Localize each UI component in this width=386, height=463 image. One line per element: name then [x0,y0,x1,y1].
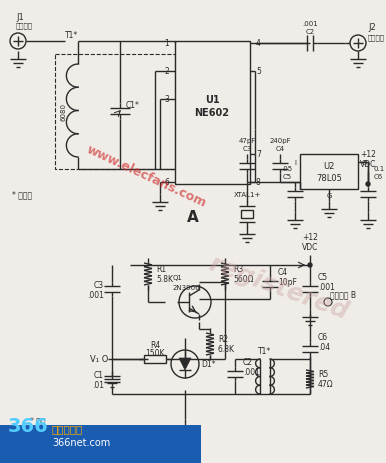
Text: 6080: 6080 [61,103,67,121]
Polygon shape [179,358,191,370]
Text: C6: C6 [318,333,328,342]
Text: 10pF: 10pF [278,278,297,287]
Text: +12: +12 [302,233,318,242]
Text: 3: 3 [164,95,169,104]
Text: 5.8K: 5.8K [156,275,173,284]
Text: U2: U2 [323,162,335,171]
Text: C5: C5 [318,273,328,282]
Text: 电子电路网: 电子电路网 [52,423,83,433]
Text: VDC: VDC [360,160,376,169]
Text: R1: R1 [156,265,166,274]
Text: V₁ O: V₁ O [90,355,108,364]
Text: C5: C5 [283,174,292,180]
Text: C6: C6 [374,174,383,180]
Text: 5: 5 [256,67,261,76]
Text: XTAL1+: XTAL1+ [233,192,261,198]
Text: .04: .04 [318,343,330,352]
Text: 150K: 150K [145,349,165,358]
Text: 射频输出 B: 射频输出 B [330,290,356,299]
Text: 366: 366 [8,416,49,435]
Text: .001: .001 [302,21,318,27]
Text: www.elecfans.com: www.elecfans.com [85,143,209,209]
Text: C1: C1 [94,371,104,380]
Text: 7: 7 [256,150,261,159]
Text: R4: R4 [150,341,160,350]
Text: T1*: T1* [258,347,272,356]
Text: C2: C2 [243,358,253,367]
Bar [175,42,250,185]
Text: .01: .01 [92,381,104,390]
Text: C3: C3 [242,146,252,152]
Text: C2: C2 [305,29,315,35]
Bar [300,155,358,189]
Text: 射频输入: 射频输入 [16,23,33,29]
Text: 8: 8 [256,178,261,187]
Text: NE602: NE602 [195,108,230,118]
Text: .001: .001 [318,283,335,292]
Text: R3: R3 [233,265,243,274]
Text: R2: R2 [218,335,228,344]
Text: +12: +12 [360,150,376,159]
Text: * 见正文: * 见正文 [12,190,32,199]
Text: 1: 1 [164,39,169,49]
Text: 6.8K: 6.8K [218,345,235,354]
Text: 0.1: 0.1 [374,166,385,172]
Text: 366net.com: 366net.com [52,437,110,447]
Text: .001: .001 [243,368,260,377]
Text: T1*: T1* [65,31,78,39]
Text: A: A [187,210,199,225]
Text: 78L05: 78L05 [316,174,342,183]
Text: J1: J1 [16,13,24,22]
Text: O: O [362,160,367,166]
Text: J2: J2 [368,24,376,32]
Bar [0,425,201,463]
Text: C3: C3 [94,281,104,290]
Circle shape [308,263,312,268]
Text: 4: 4 [256,39,261,49]
Text: .001: .001 [87,291,104,300]
Text: 560Ω: 560Ω [233,275,254,284]
Text: I: I [294,160,296,166]
Text: 47Ω: 47Ω [318,380,334,388]
Text: 6: 6 [164,178,169,187]
Text: G: G [326,193,332,199]
Text: Q1: Q1 [173,275,183,281]
Text: * 正文: * 正文 [30,416,46,425]
Text: VDC: VDC [302,243,318,252]
Text: 240pF: 240pF [269,138,291,144]
Text: C1*: C1* [126,100,140,109]
Bar [144,355,166,363]
Text: C4: C4 [276,146,284,152]
Circle shape [366,182,370,187]
Text: B: B [187,426,199,442]
Text: .05: .05 [281,166,292,172]
Bar [241,211,253,219]
Text: 射频输出: 射频输出 [368,35,385,41]
Text: 2N3906: 2N3906 [173,284,201,290]
Text: D1*: D1* [201,360,215,369]
Text: C4: C4 [278,268,288,277]
Text: registered: registered [205,251,351,323]
Text: 47pF: 47pF [239,138,256,144]
Text: R5: R5 [318,369,328,379]
Text: U1: U1 [205,95,219,105]
Bar [55,55,175,169]
Text: 2: 2 [164,67,169,76]
